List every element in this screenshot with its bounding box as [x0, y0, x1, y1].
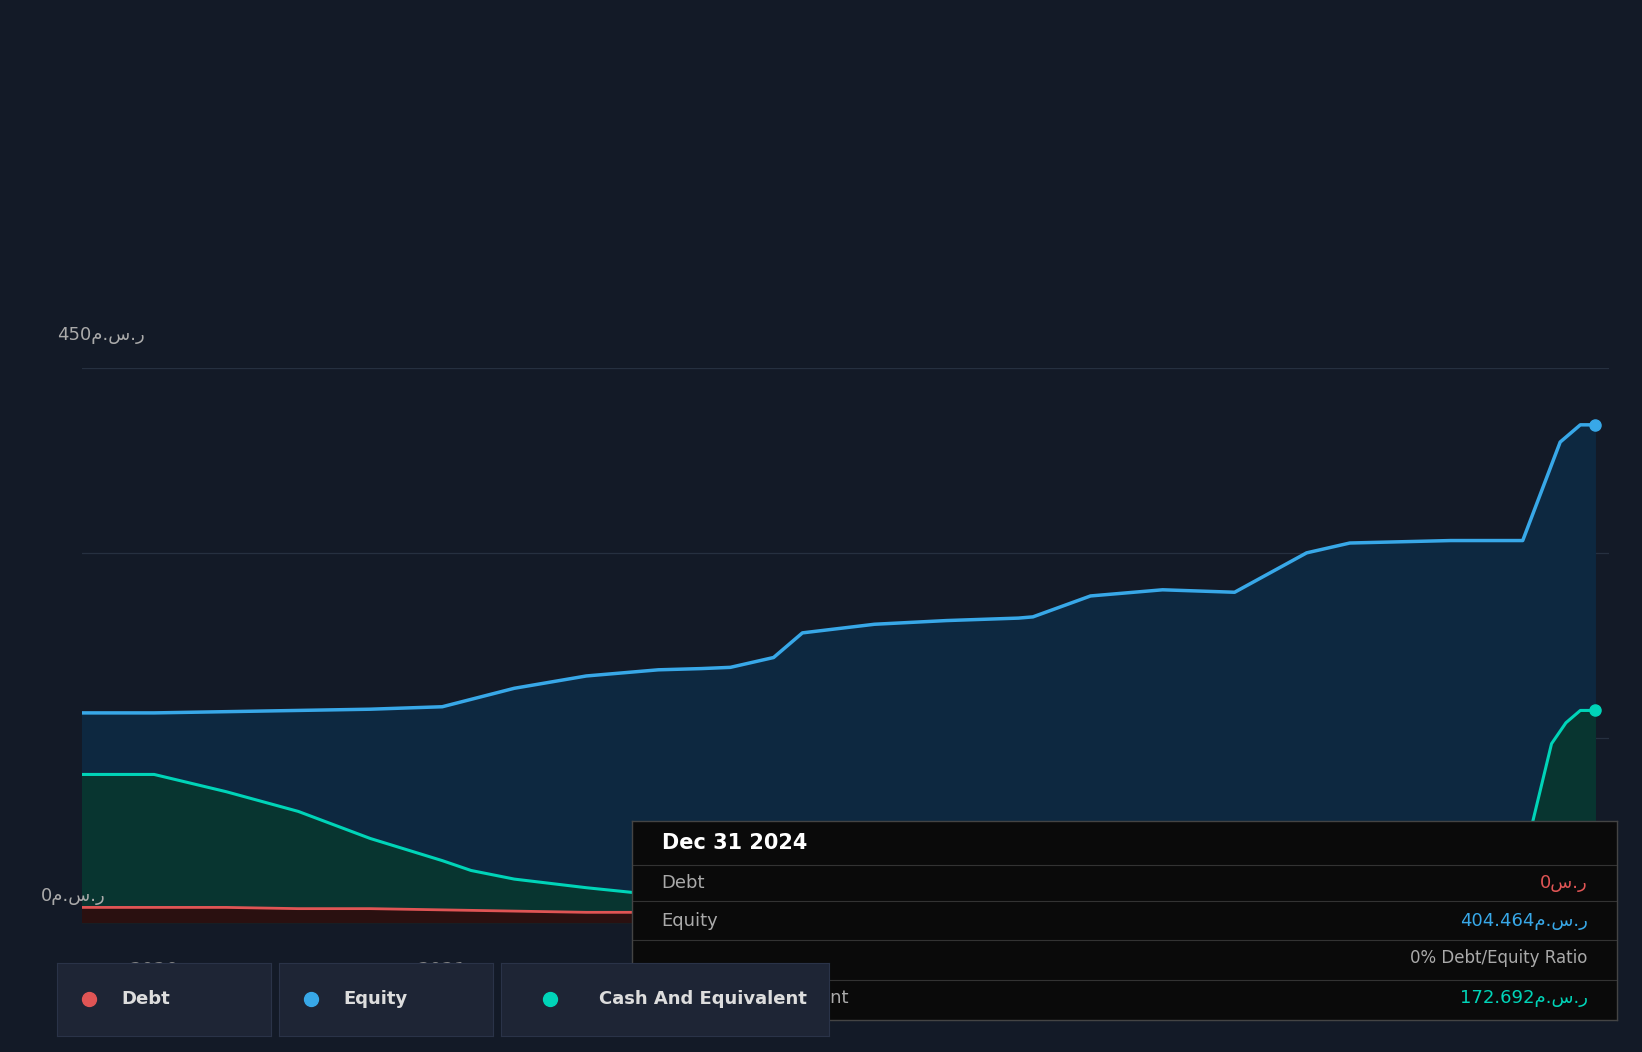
Text: 0س.ر: 0س.ر — [1540, 873, 1588, 891]
Text: 0م.س.ر: 0م.س.ر — [41, 887, 105, 906]
Text: Equity: Equity — [662, 911, 719, 930]
Text: Equity: Equity — [343, 990, 407, 1009]
Text: Cash And Equivalent: Cash And Equivalent — [662, 990, 849, 1008]
Text: Debt: Debt — [122, 990, 171, 1009]
Text: 0% Debt/Equity Ratio: 0% Debt/Equity Ratio — [1410, 950, 1588, 968]
Text: Debt: Debt — [662, 873, 704, 891]
Text: Dec 31 2024: Dec 31 2024 — [662, 832, 808, 852]
Text: Cash And Equivalent: Cash And Equivalent — [599, 990, 808, 1009]
Text: 172.692م.س.ر: 172.692م.س.ر — [1460, 990, 1588, 1008]
Text: 404.464م.س.ر: 404.464م.س.ر — [1460, 911, 1588, 930]
Text: 450م.س.ر: 450م.س.ر — [57, 325, 144, 344]
